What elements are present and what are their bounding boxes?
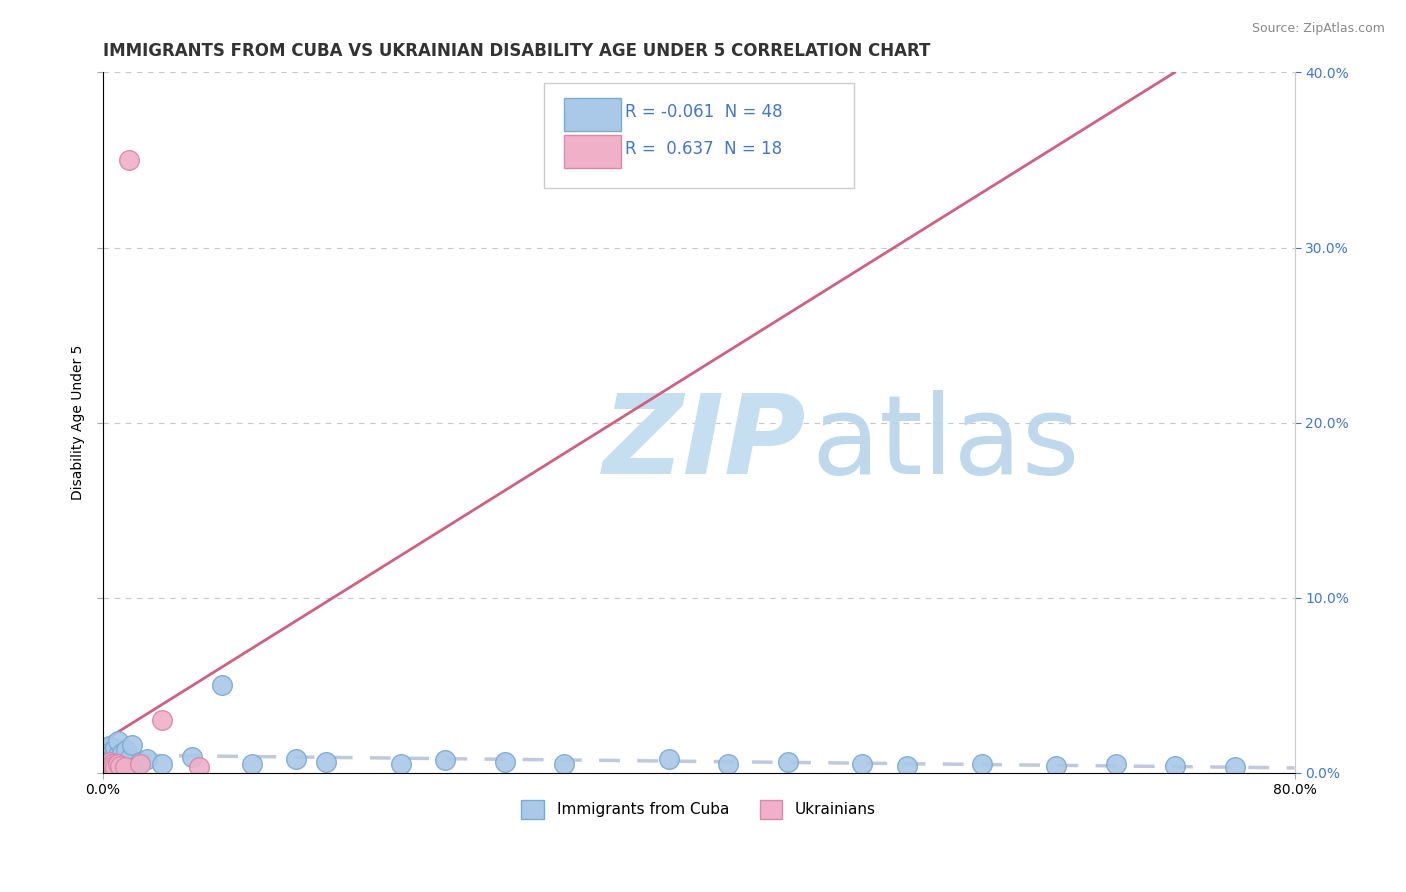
Point bbox=[100, 747, 122, 761]
Point bbox=[96, 743, 118, 757]
Point bbox=[136, 752, 159, 766]
Point bbox=[211, 678, 233, 692]
Point bbox=[188, 760, 211, 774]
Y-axis label: Disability Age Under 5: Disability Age Under 5 bbox=[72, 345, 86, 500]
Text: IMMIGRANTS FROM CUBA VS UKRAINIAN DISABILITY AGE UNDER 5 CORRELATION CHART: IMMIGRANTS FROM CUBA VS UKRAINIAN DISABI… bbox=[103, 42, 929, 60]
Point bbox=[1164, 758, 1187, 772]
FancyBboxPatch shape bbox=[564, 97, 621, 131]
Point bbox=[94, 760, 117, 774]
Point bbox=[118, 153, 141, 167]
Point bbox=[100, 756, 122, 770]
Text: R = -0.061  N = 48: R = -0.061 N = 48 bbox=[624, 103, 782, 121]
Point bbox=[97, 739, 120, 754]
FancyBboxPatch shape bbox=[564, 135, 621, 169]
Point bbox=[110, 750, 132, 764]
Point bbox=[97, 756, 120, 771]
Point bbox=[285, 752, 308, 766]
Point bbox=[108, 754, 131, 768]
Text: atlas: atlas bbox=[811, 390, 1080, 497]
Point bbox=[103, 752, 125, 766]
Point bbox=[94, 756, 117, 770]
Point bbox=[658, 752, 681, 766]
Point bbox=[1045, 758, 1067, 772]
Point bbox=[776, 756, 799, 770]
Point bbox=[150, 713, 173, 727]
Point bbox=[494, 756, 516, 770]
Text: Source: ZipAtlas.com: Source: ZipAtlas.com bbox=[1251, 22, 1385, 36]
Legend: Immigrants from Cuba, Ukrainians: Immigrants from Cuba, Ukrainians bbox=[516, 794, 882, 824]
Point bbox=[970, 756, 993, 771]
Point bbox=[553, 756, 575, 771]
Point bbox=[103, 741, 125, 756]
Point bbox=[93, 760, 115, 774]
Point bbox=[93, 756, 115, 771]
Point bbox=[121, 738, 143, 752]
Point bbox=[128, 756, 150, 770]
Point bbox=[103, 760, 125, 774]
Point bbox=[118, 752, 141, 766]
Point bbox=[389, 756, 412, 771]
Point bbox=[1223, 760, 1246, 774]
Point bbox=[150, 756, 173, 771]
Point bbox=[101, 750, 124, 764]
Point bbox=[98, 745, 121, 759]
Point bbox=[96, 754, 118, 768]
Point bbox=[114, 754, 136, 768]
Point bbox=[181, 750, 204, 764]
Point bbox=[101, 758, 124, 772]
Point bbox=[98, 752, 121, 766]
Text: R =  0.637  N = 18: R = 0.637 N = 18 bbox=[624, 140, 782, 159]
Point bbox=[1105, 756, 1128, 771]
Point bbox=[100, 756, 122, 771]
Point bbox=[315, 756, 337, 770]
Point bbox=[94, 748, 117, 763]
Point bbox=[115, 743, 138, 757]
Point bbox=[896, 758, 918, 772]
Text: ZIP: ZIP bbox=[603, 390, 807, 497]
Point bbox=[114, 760, 136, 774]
Point bbox=[96, 758, 118, 772]
Point bbox=[107, 734, 129, 748]
Point bbox=[107, 756, 129, 771]
Point bbox=[111, 747, 134, 761]
Point bbox=[98, 756, 121, 770]
Point bbox=[100, 756, 122, 771]
Point bbox=[240, 756, 263, 771]
Point bbox=[97, 750, 120, 764]
FancyBboxPatch shape bbox=[544, 83, 853, 188]
Point bbox=[97, 760, 120, 774]
Point bbox=[101, 754, 124, 768]
Point bbox=[717, 756, 740, 771]
Point bbox=[434, 754, 457, 768]
Point bbox=[96, 756, 118, 771]
Point bbox=[128, 756, 150, 771]
Point bbox=[107, 748, 129, 763]
Point bbox=[98, 758, 121, 772]
Point bbox=[105, 756, 128, 770]
Point bbox=[851, 756, 873, 771]
Point bbox=[110, 758, 132, 772]
